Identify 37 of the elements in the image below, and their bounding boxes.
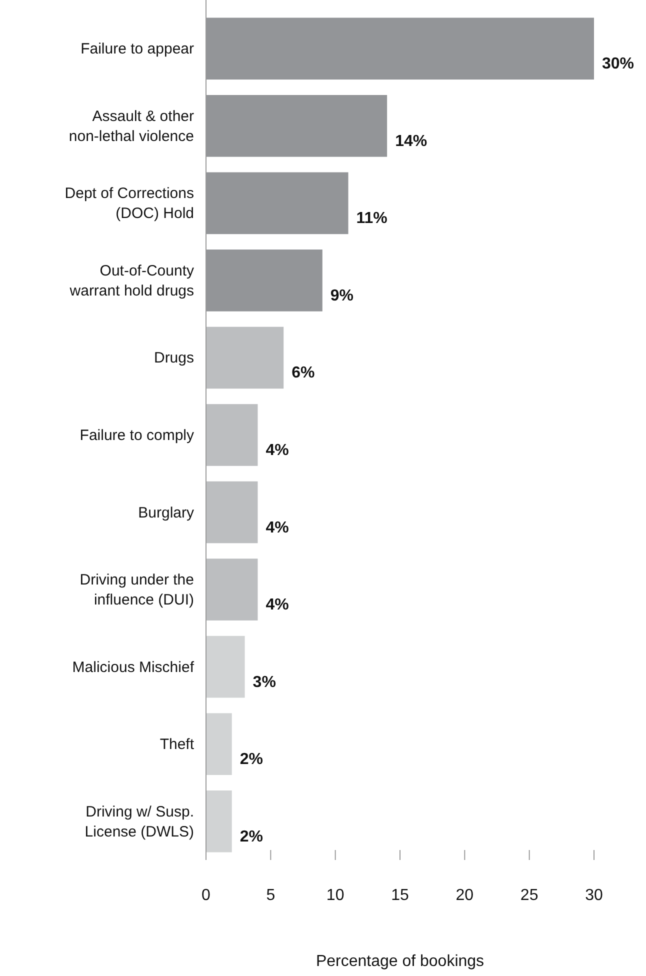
data-label: 3%: [252, 674, 276, 691]
x-tick-label: 15: [391, 887, 409, 904]
y-tick-label: Out-of-County warrant hold drugs: [68, 262, 194, 300]
y-tick-label: Failure to appear: [80, 40, 194, 58]
data-label: 4%: [266, 442, 289, 459]
y-tick-label: Dept of Corrections (DOC) Hold: [64, 185, 194, 222]
data-label: 9%: [330, 287, 354, 304]
y-tick-label: Driving w/ Susp. License (DWLS): [84, 803, 194, 840]
y-tick-label: Malicious Mischief: [72, 658, 195, 676]
y-tick-label: Burglary: [138, 504, 194, 522]
y-tick-label: Assault & other non-lethal violence: [68, 108, 194, 145]
x-tick-label: 30: [585, 887, 603, 904]
x-tick-label: 10: [326, 887, 344, 904]
y-tick-label: Theft: [160, 736, 195, 754]
bar: [206, 558, 258, 620]
x-tick-label: 5: [266, 887, 276, 904]
data-label: 4%: [266, 519, 289, 536]
bar: [206, 790, 232, 852]
data-label: 2%: [240, 828, 263, 846]
data-label: 6%: [292, 364, 315, 382]
x-tick-label: 25: [520, 887, 538, 904]
bar: [206, 326, 284, 389]
data-label: 2%: [240, 751, 263, 768]
x-tick-label: 0: [202, 887, 211, 904]
data-label: 11%: [356, 210, 388, 228]
bar: [206, 636, 245, 698]
y-tick-label: Driving under the influence (DUI): [80, 572, 194, 609]
bar: [206, 713, 232, 775]
data-label: 14%: [395, 132, 428, 150]
bar: [206, 481, 258, 544]
x-tick-label: 20: [456, 887, 474, 904]
x-axis-title: Percentage of bookings: [316, 953, 484, 970]
data-label: 30%: [602, 56, 634, 73]
bar: [206, 404, 258, 466]
data-label: 4%: [266, 596, 289, 614]
y-tick-label: Drugs: [154, 350, 194, 367]
y-tick-label: Failure to comply: [80, 427, 194, 444]
